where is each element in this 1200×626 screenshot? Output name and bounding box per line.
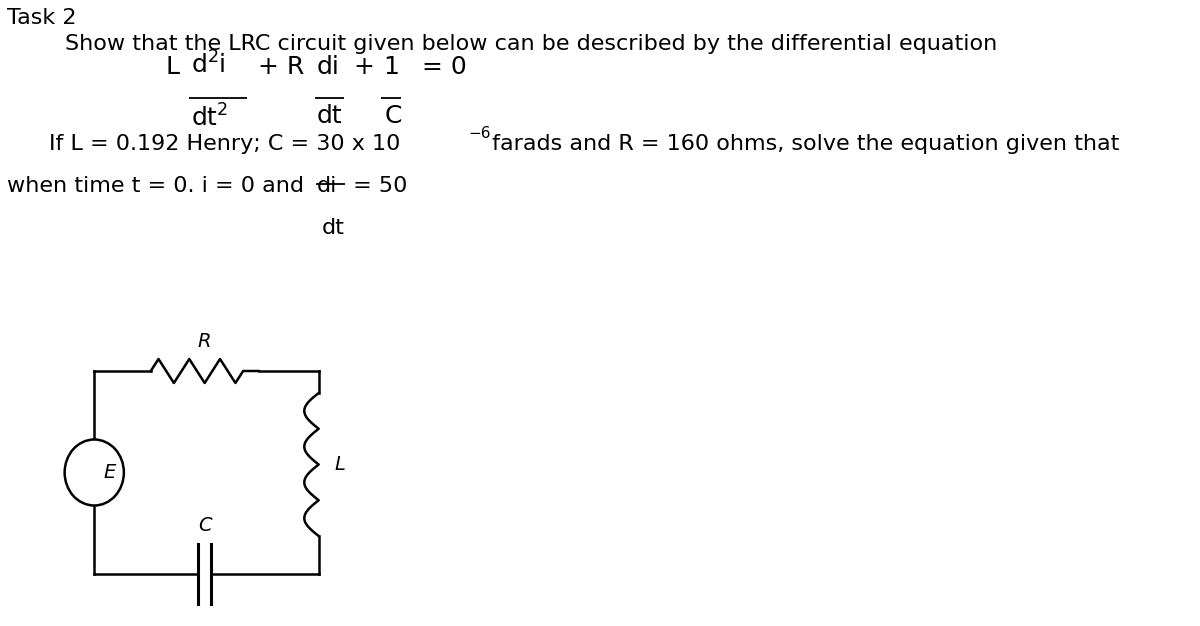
- Text: Show that the LRC circuit given below can be described by the differential equat: Show that the LRC circuit given below ca…: [65, 34, 997, 54]
- Text: C: C: [385, 104, 402, 128]
- Text: If L = 0.192 Henry; C = 30 x 10: If L = 0.192 Henry; C = 30 x 10: [49, 134, 401, 154]
- Text: Task 2: Task 2: [7, 8, 77, 28]
- Text: C: C: [198, 516, 211, 535]
- Text: di: di: [317, 176, 337, 196]
- Text: +: +: [346, 55, 383, 79]
- Text: L: L: [335, 455, 346, 474]
- Text: R: R: [198, 332, 211, 351]
- Text: 1: 1: [383, 55, 400, 79]
- Text: d$^2$i: d$^2$i: [191, 52, 226, 79]
- Text: farads and R = 160 ohms, solve the equation given that: farads and R = 160 ohms, solve the equat…: [485, 134, 1120, 154]
- Circle shape: [65, 439, 124, 506]
- Text: when time t = 0. i = 0 and: when time t = 0. i = 0 and: [7, 176, 311, 196]
- Text: + R: + R: [250, 55, 312, 79]
- Text: = 0: = 0: [406, 55, 467, 79]
- Text: dt$^2$: dt$^2$: [191, 104, 228, 131]
- Text: = 50: = 50: [346, 176, 407, 196]
- Text: E: E: [103, 463, 115, 482]
- Text: −6: −6: [468, 126, 491, 141]
- Text: di: di: [317, 55, 340, 79]
- Text: L: L: [166, 55, 188, 79]
- Text: dt: dt: [322, 218, 344, 238]
- Text: dt: dt: [317, 104, 342, 128]
